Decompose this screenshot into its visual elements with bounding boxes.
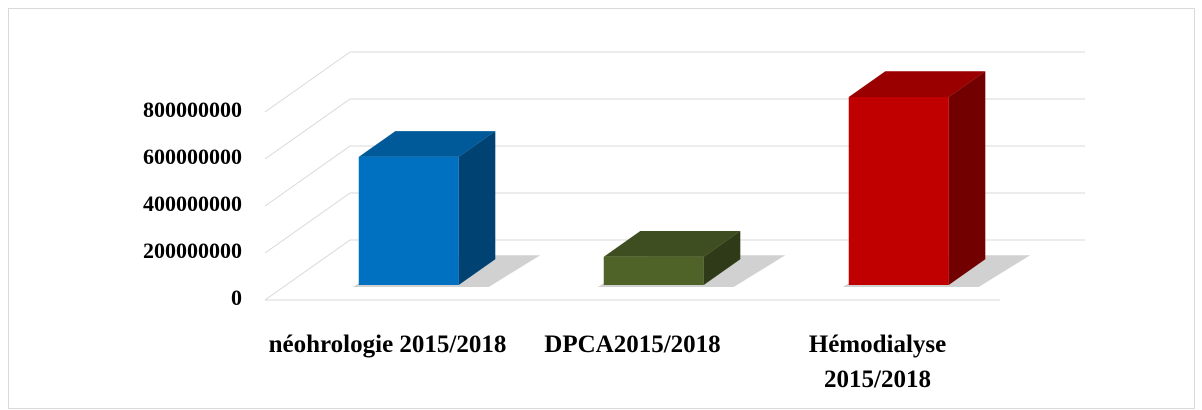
bar-front bbox=[603, 256, 704, 285]
bar bbox=[352, 131, 541, 287]
bar-top bbox=[603, 231, 741, 257]
y-tick-label: 400000000 bbox=[143, 191, 242, 216]
bar-side bbox=[703, 231, 741, 285]
grid-line-side bbox=[264, 51, 351, 113]
x-tick-label: DPCA2015/2018 bbox=[544, 331, 721, 358]
bar-side bbox=[458, 131, 496, 285]
bar-side bbox=[948, 71, 986, 285]
y-tick-label: 200000000 bbox=[143, 238, 242, 263]
frame bbox=[8, 8, 1195, 409]
grid-line-side bbox=[264, 239, 351, 301]
grid-line-side bbox=[264, 192, 351, 254]
bar-top bbox=[848, 71, 986, 97]
y-tick-label: 0 bbox=[231, 285, 242, 310]
x-tick-label: Hémodialyse 2015/2018 bbox=[808, 331, 947, 393]
bar-front bbox=[358, 156, 459, 285]
x-tick-label: néohrologie 2015/2018 bbox=[268, 331, 507, 358]
bar bbox=[597, 231, 786, 287]
bar-front bbox=[848, 97, 949, 285]
y-tick-label: 800000000 bbox=[143, 97, 242, 122]
grid-line-side bbox=[264, 98, 351, 160]
bar-top bbox=[358, 131, 496, 157]
bar bbox=[842, 71, 1031, 287]
grid-line-side bbox=[264, 145, 351, 207]
y-tick-label: 600000000 bbox=[143, 144, 242, 169]
